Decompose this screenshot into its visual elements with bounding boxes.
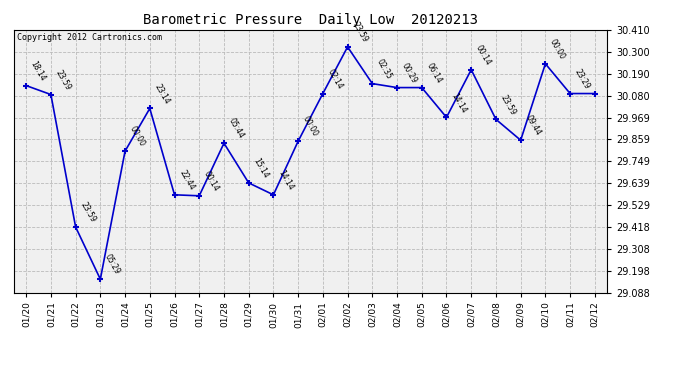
Text: 02:14: 02:14 (326, 68, 344, 91)
Text: 23:59: 23:59 (499, 93, 518, 117)
Text: Copyright 2012 Cartronics.com: Copyright 2012 Cartronics.com (17, 33, 161, 42)
Text: 23:59: 23:59 (79, 201, 97, 224)
Text: 05:29: 05:29 (103, 253, 122, 276)
Title: Barometric Pressure  Daily Low  20120213: Barometric Pressure Daily Low 20120213 (143, 13, 478, 27)
Text: 23:59: 23:59 (351, 21, 369, 44)
Text: 06:14: 06:14 (424, 62, 443, 85)
Text: 00:00: 00:00 (301, 115, 319, 138)
Text: 00:00: 00:00 (548, 38, 567, 61)
Text: 05:44: 05:44 (227, 117, 246, 140)
Text: 18:14: 18:14 (29, 60, 48, 83)
Text: 00:14: 00:14 (474, 44, 493, 67)
Text: 09:44: 09:44 (524, 114, 542, 137)
Text: 14:14: 14:14 (449, 91, 468, 115)
Text: 23:59: 23:59 (54, 68, 72, 92)
Text: 00:00: 00:00 (128, 125, 147, 148)
Text: 02:35: 02:35 (375, 57, 394, 81)
Text: 14:14: 14:14 (276, 169, 295, 192)
Text: 22:44: 22:44 (177, 169, 196, 192)
Text: 23:29: 23:29 (573, 68, 591, 91)
Text: 23:14: 23:14 (152, 82, 171, 106)
Text: 15:14: 15:14 (251, 157, 270, 180)
Text: 00:14: 00:14 (202, 170, 221, 193)
Text: 00:29: 00:29 (400, 62, 419, 85)
